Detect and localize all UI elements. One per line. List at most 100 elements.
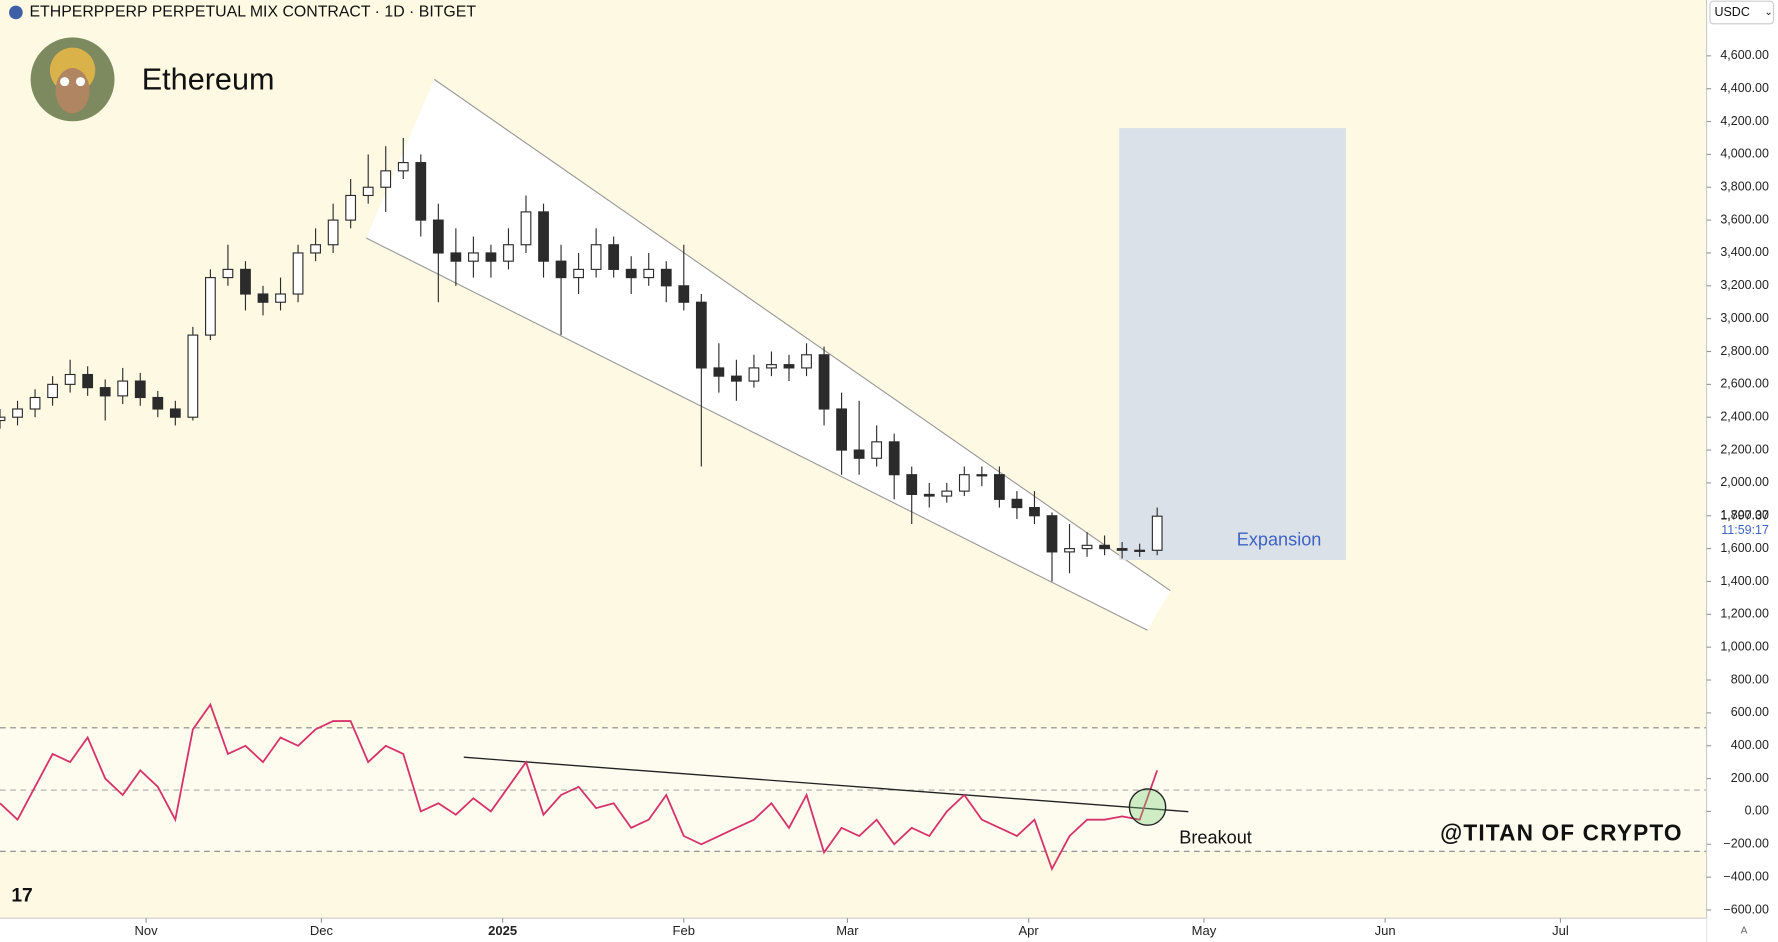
y-tick-label: 1,400.00 <box>1720 574 1769 588</box>
y-tick-label: 200.00 <box>1731 771 1769 785</box>
y-tick-label: −400.00 <box>1723 869 1768 883</box>
candle-body <box>555 260 567 279</box>
y-tick-label: 0.00 <box>1745 804 1769 818</box>
candle-body <box>310 244 321 254</box>
candle-body <box>853 449 865 459</box>
candle-body <box>240 268 251 295</box>
currency-label: USDC <box>1715 5 1750 19</box>
candle-body <box>117 380 129 397</box>
candle-body <box>99 387 111 397</box>
candle-body <box>345 194 357 221</box>
candle-body <box>906 474 918 495</box>
x-tick-label: Nov <box>135 923 159 938</box>
candle-body <box>590 244 602 270</box>
candle-body <box>783 364 795 369</box>
tv-logo: 17 <box>11 886 32 907</box>
y-tick-label: 2,800.00 <box>1720 344 1769 358</box>
candle-body <box>1011 498 1023 509</box>
y-tick-label: −200.00 <box>1723 837 1768 851</box>
y-tick-label: 1,000.00 <box>1720 639 1769 653</box>
candle-body <box>608 244 620 270</box>
candle-body <box>538 211 549 262</box>
candle-body <box>0 416 6 422</box>
candle-body <box>152 396 164 410</box>
candle-body <box>923 493 935 497</box>
candle-body <box>643 268 655 279</box>
y-tick-label: 2,600.00 <box>1720 377 1769 391</box>
candle-body <box>888 441 900 476</box>
currency-caret: ⌄ <box>1764 7 1773 18</box>
x-axis: Nov Dec 2025 Feb Mar Apr May Jun Jul <box>135 918 1569 938</box>
candle-body <box>468 252 479 262</box>
candle-body <box>731 375 742 382</box>
indicator-line <box>0 702 1159 872</box>
y-tick-label: 400.00 <box>1731 738 1769 752</box>
x-tick-label: Apr <box>1018 923 1039 938</box>
candle-body <box>766 364 777 369</box>
candle-body <box>836 408 847 451</box>
candle-body <box>257 293 269 303</box>
indicator-trendline <box>463 756 1189 813</box>
y-tick-label: 3,600.00 <box>1720 212 1769 226</box>
y-tick-label: 600.00 <box>1731 705 1769 719</box>
x-tick-label: Jul <box>1552 923 1569 938</box>
candle-body <box>941 490 953 497</box>
y-axis: −600.00 −400.00 −200.00 0.00 200.00 400.00 600… <box>1706 48 1769 916</box>
candle-body <box>169 408 181 418</box>
candle-body <box>187 334 199 418</box>
candle-body <box>450 252 462 262</box>
candle-body <box>1116 548 1128 551</box>
candle-body <box>432 219 444 254</box>
y-tick-label: 2,200.00 <box>1720 442 1769 456</box>
candle-body <box>380 170 392 188</box>
candles <box>0 137 1163 582</box>
countdown: 11:59:17 <box>1721 523 1769 537</box>
y-tick-label: 4,400.00 <box>1720 81 1769 95</box>
candle-body <box>1046 515 1058 553</box>
auto-scale-button[interactable]: A <box>1741 925 1748 936</box>
last-price-label: 1,797.37 <box>1720 508 1769 522</box>
y-tick-label: 3,000.00 <box>1720 311 1769 325</box>
candle-body <box>871 441 883 459</box>
candle-body <box>29 396 41 410</box>
y-tick-label: 2,400.00 <box>1720 410 1769 424</box>
y-tick-label: 4,600.00 <box>1720 48 1769 62</box>
candle-body <box>713 367 725 377</box>
candle-body <box>801 354 812 369</box>
price-axis <box>1706 0 1778 942</box>
symbol-title: ETHPERPPERP PERPETUAL MIX CONTRACT · 1D … <box>29 4 476 21</box>
candle-body <box>748 367 760 382</box>
candle-body <box>485 252 497 262</box>
candle-body <box>205 277 216 336</box>
y-tick-label: −600.00 <box>1723 902 1768 916</box>
x-tick-label: 2025 <box>488 923 517 938</box>
symbol-icon <box>9 5 23 20</box>
candle-body <box>1064 548 1075 553</box>
watermark: @TITAN OF CRYPTO <box>1440 819 1683 845</box>
candle-body <box>415 162 427 221</box>
breakout-circle <box>1128 788 1167 826</box>
y-tick-label: 3,400.00 <box>1720 245 1769 259</box>
y-tick-label: 800.00 <box>1731 672 1769 686</box>
x-tick-label: May <box>1192 923 1217 938</box>
expansion-label: Expansion <box>1237 530 1322 550</box>
candle-body <box>12 408 23 418</box>
candle-body <box>47 383 58 399</box>
candle-body <box>362 186 374 197</box>
y-tick-label: 1,800.00 <box>1720 508 1769 522</box>
candle-body <box>660 268 672 287</box>
candle-body <box>64 373 76 385</box>
candle-body <box>818 354 830 410</box>
y-tick-label: 4,000.00 <box>1720 147 1769 161</box>
y-tick-label: 1,600.00 <box>1720 541 1769 555</box>
candle-body <box>678 285 690 303</box>
falling-wedge <box>366 79 1171 631</box>
candle-body <box>82 373 94 389</box>
candle-body <box>994 474 1005 500</box>
candle-body <box>1099 544 1110 550</box>
candle-body <box>292 252 304 295</box>
currency-select[interactable] <box>1709 0 1775 25</box>
x-tick-label: Feb <box>673 923 695 938</box>
